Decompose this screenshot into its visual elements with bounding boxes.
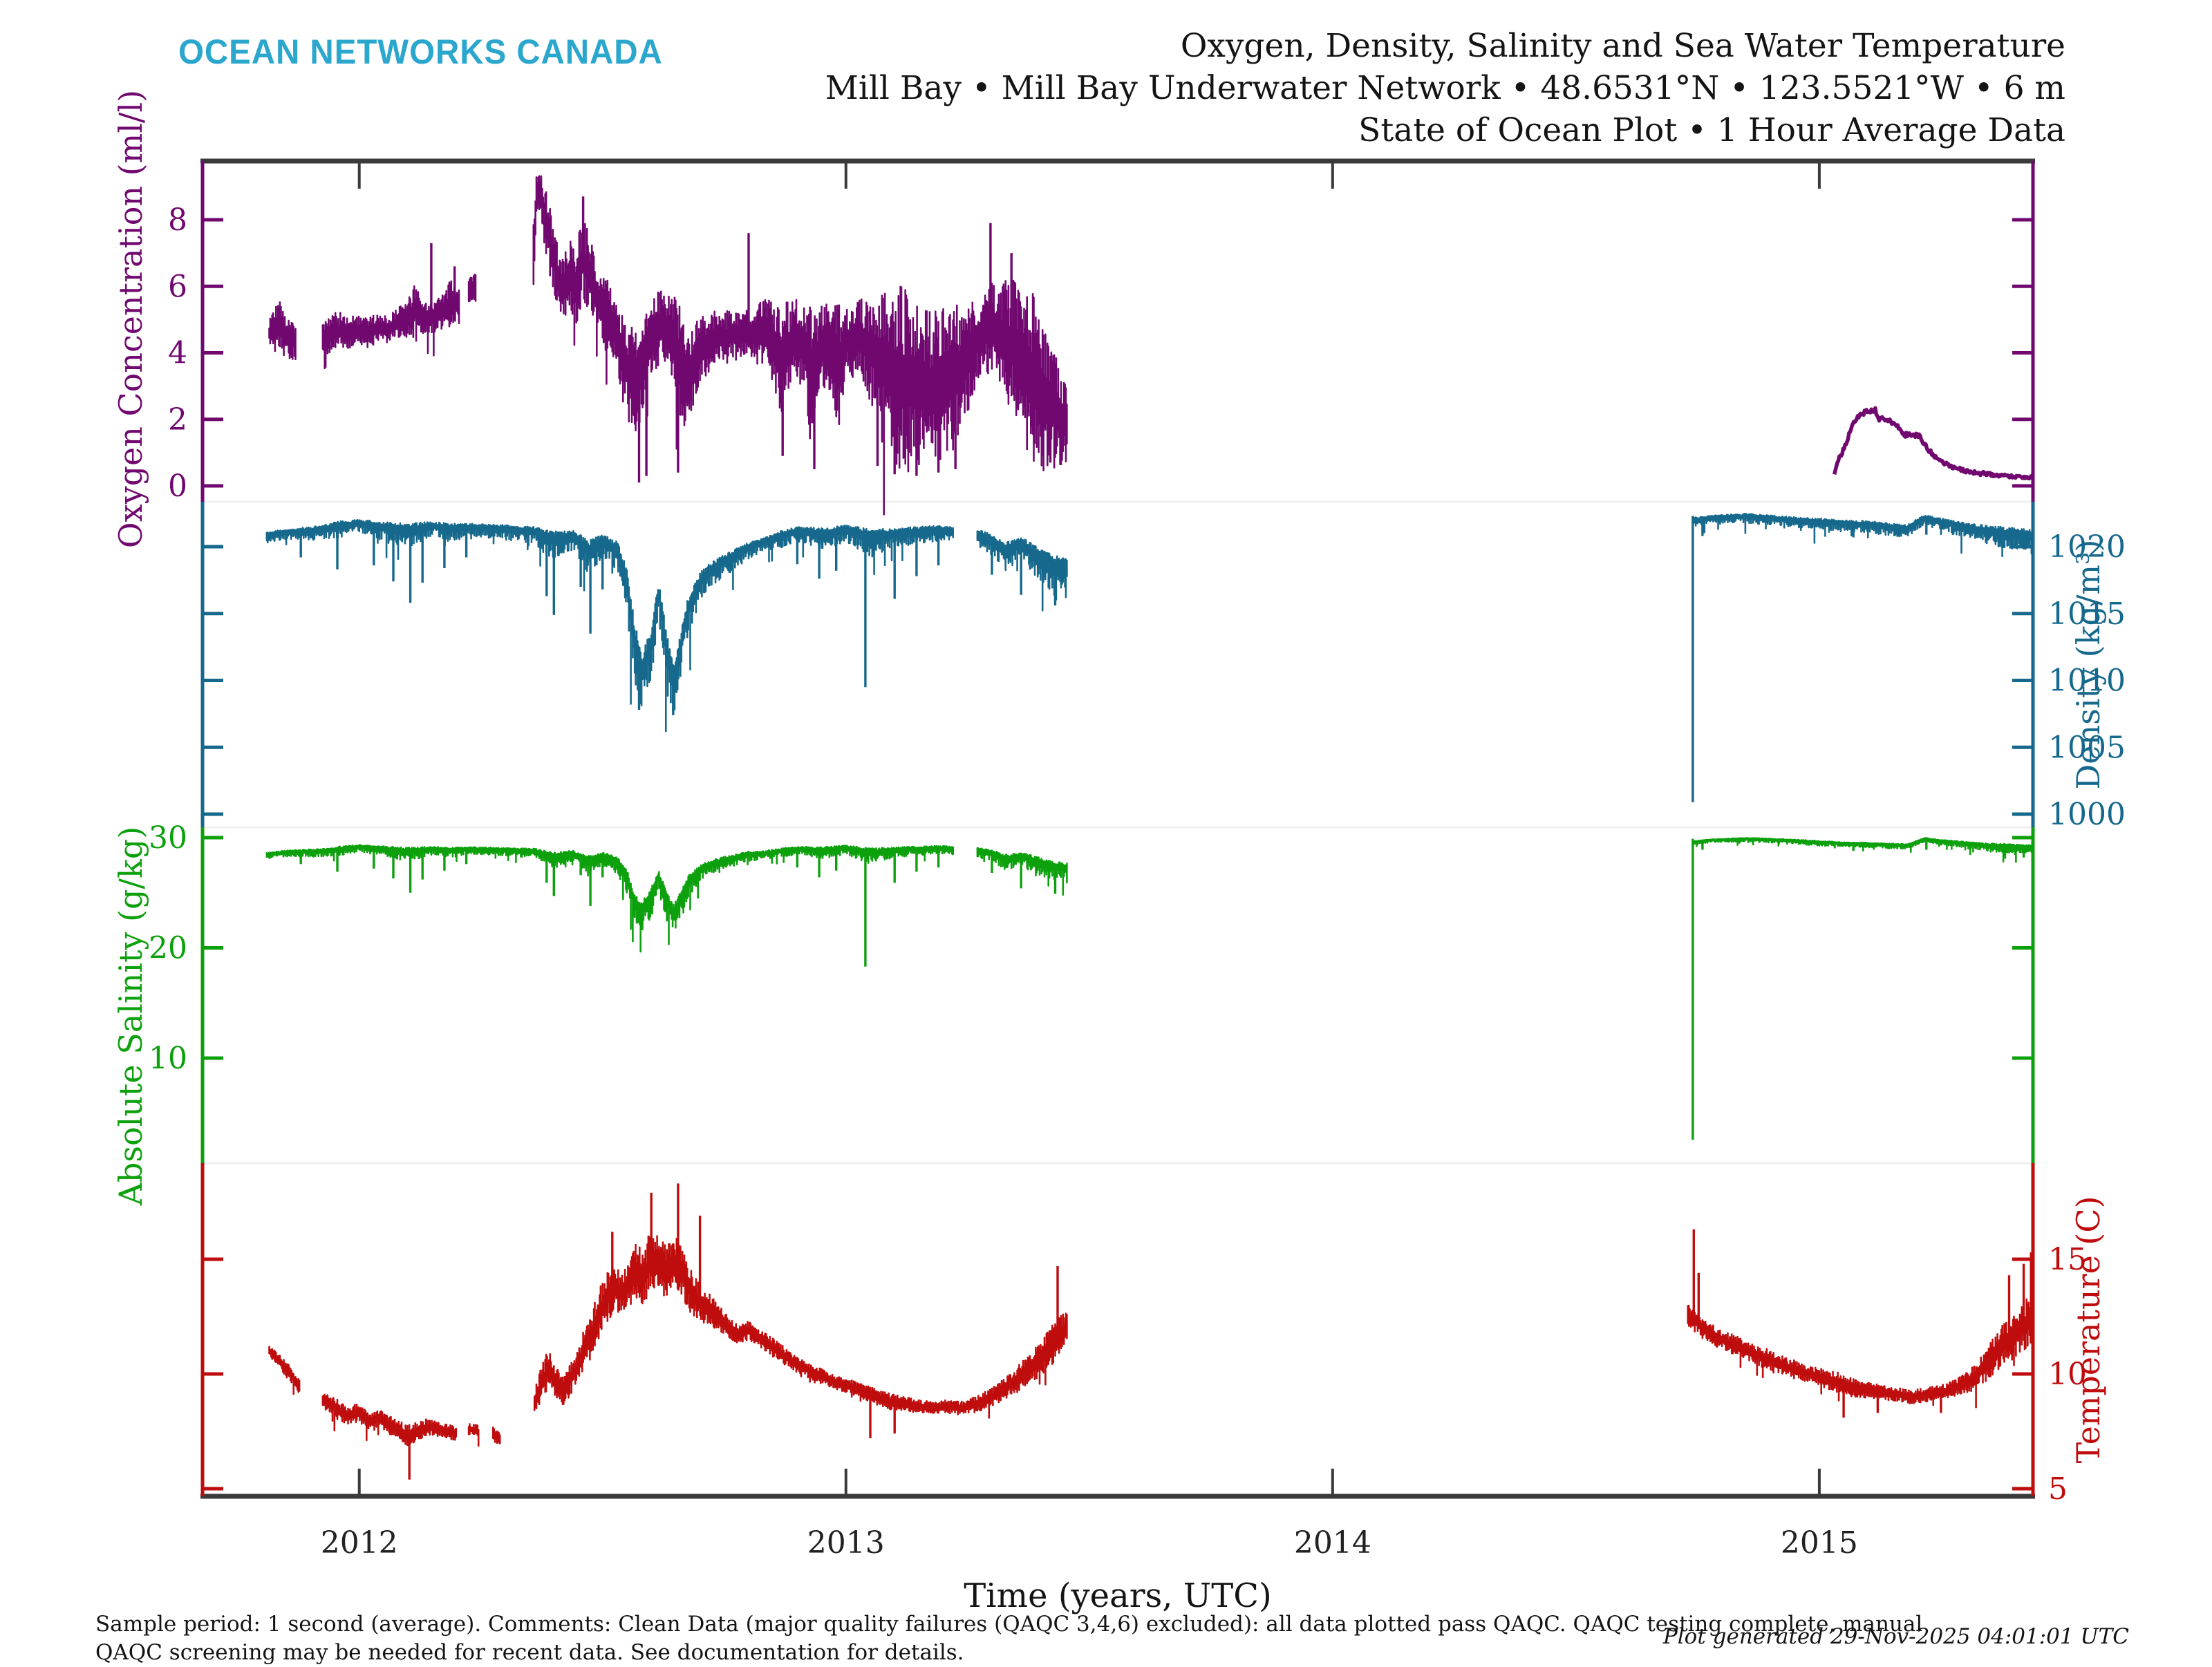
onc-logo: OCEAN NETWORKS CANADA xyxy=(178,32,663,71)
temperature-band-path xyxy=(268,1235,2033,1447)
temperature-tick-label: 5 xyxy=(2048,1471,2068,1507)
density-tick-label: 1005 xyxy=(2048,730,2126,765)
density-tick-label: 1015 xyxy=(2048,596,2126,632)
salinity-series xyxy=(265,837,2033,1140)
density-tick-label: 1000 xyxy=(2048,797,2126,832)
salinity-tick-label: 30 xyxy=(149,820,187,856)
chart-title-line2: Mill Bay • Mill Bay Underwater Network •… xyxy=(825,69,2065,107)
oxygen-spikes xyxy=(430,196,1052,483)
oxygen-series xyxy=(268,175,2033,516)
oxygen-tick-label: 4 xyxy=(168,336,187,371)
density-tick-label: 1020 xyxy=(2048,529,2126,565)
qaqc-comment-line1: Sample period: 1 second (average). Comme… xyxy=(95,1612,1923,1637)
qaqc-comment-line2: QAQC screening may be needed for recent … xyxy=(95,1640,964,1665)
oxygen-line-path xyxy=(1833,406,2033,481)
temperature-tick-label: 10 xyxy=(2048,1357,2087,1392)
temperature-series xyxy=(268,1183,2033,1480)
oxygen-tick-label: 0 xyxy=(168,469,187,504)
year-label: 2015 xyxy=(1781,1525,1858,1561)
salinity-spikes xyxy=(299,839,2025,967)
salinity-band-path xyxy=(265,837,2033,953)
salinity-tick-label: 20 xyxy=(149,931,187,966)
oxygen-tick-label: 2 xyxy=(168,402,187,437)
year-label: 2012 xyxy=(321,1525,398,1561)
series-layer xyxy=(265,175,2033,1480)
temperature-tick-label: 15 xyxy=(2048,1242,2087,1277)
x-axis-title: Time (years, UTC) xyxy=(964,1576,1271,1615)
chart-title-line1: Oxygen, Density, Salinity and Sea Water … xyxy=(1180,27,2065,65)
density-band-path xyxy=(265,513,2033,733)
temperature-axis-title: Temperature (C) xyxy=(2070,1196,2107,1463)
plot-generated-timestamp: Plot generated 29-Nov-2025 04:01:01 UTC xyxy=(1662,1624,2129,1649)
year-label: 2014 xyxy=(1294,1525,1371,1561)
salinity-axis-title: Absolute Salinity (g/kg) xyxy=(112,827,149,1207)
temperature-spikes xyxy=(408,1183,2032,1480)
year-label: 2013 xyxy=(807,1525,885,1561)
oxygen-tick-label: 6 xyxy=(168,269,187,304)
chart-title-block: Oxygen, Density, Salinity and Sea Water … xyxy=(825,25,2065,151)
oxygen-tick-label: 8 xyxy=(168,203,187,238)
chart-title-line3: State of Ocean Plot • 1 Hour Average Dat… xyxy=(1358,111,2065,149)
density-spikes xyxy=(299,518,2025,715)
density-tick-label: 1010 xyxy=(2048,663,2126,699)
oxygen-axis-title: Oxygen Concentration (ml/l) xyxy=(112,90,149,548)
density-series xyxy=(265,513,2033,802)
density-axis-title: Density (kg/m³) xyxy=(2070,540,2107,790)
salinity-tick-label: 10 xyxy=(149,1041,187,1076)
oxygen-band-path xyxy=(268,175,1068,516)
